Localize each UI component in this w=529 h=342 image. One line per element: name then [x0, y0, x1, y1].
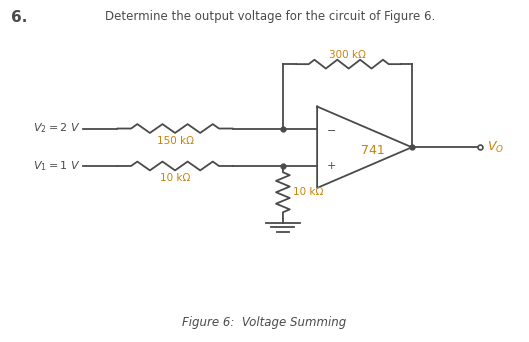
Text: 6.: 6. [11, 10, 27, 25]
Text: 150 kΩ: 150 kΩ [157, 136, 194, 146]
Text: 10 kΩ: 10 kΩ [160, 173, 190, 183]
Text: $V_O$: $V_O$ [487, 140, 504, 155]
Text: 10 kΩ: 10 kΩ [294, 187, 324, 197]
Text: 300 kΩ: 300 kΩ [329, 50, 366, 60]
Text: $V_1 = 1$ V: $V_1 = 1$ V [33, 159, 80, 173]
Text: Figure 6:  Voltage Summing: Figure 6: Voltage Summing [183, 316, 346, 329]
Text: 741: 741 [360, 144, 384, 157]
Text: $-$: $-$ [326, 123, 336, 133]
Text: $V_2 = 2$ V: $V_2 = 2$ V [33, 122, 80, 135]
Text: Determine the output voltage for the circuit of Figure 6.: Determine the output voltage for the cir… [105, 10, 435, 23]
Text: $+$: $+$ [326, 160, 336, 171]
